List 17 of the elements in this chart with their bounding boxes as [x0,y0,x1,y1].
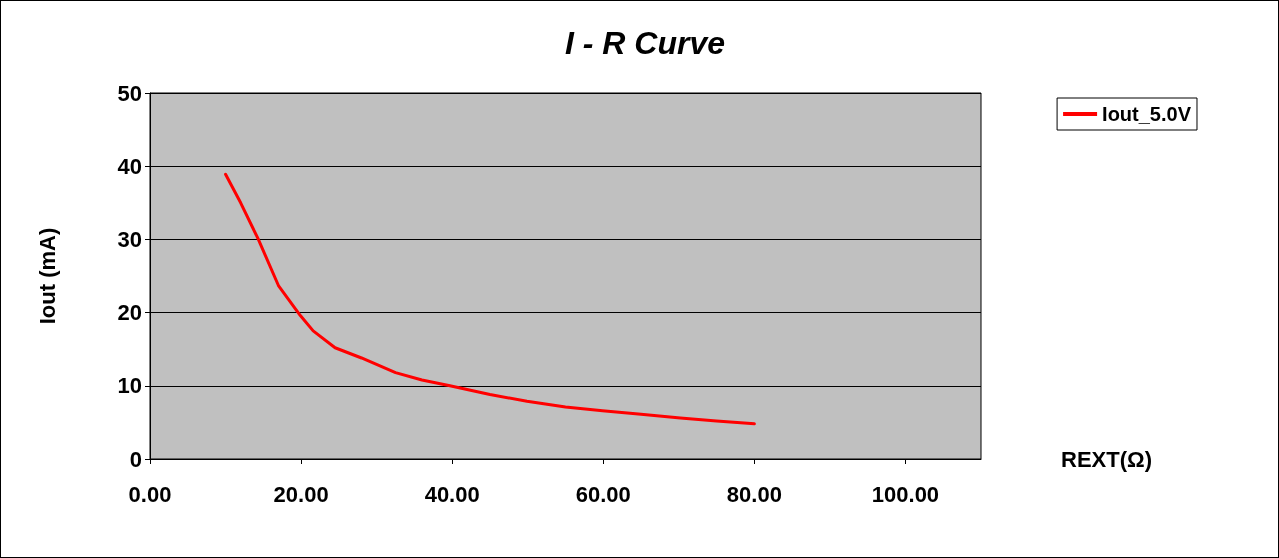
y-axis-title: Iout (mA) [34,227,60,325]
y-tick-label: 10 [117,373,142,399]
y-tick-label: 40 [117,153,142,179]
x-tick-label: 100.00 [871,481,940,507]
x-tick-label: 40.00 [424,481,480,507]
y-tick-label: 20 [117,300,142,326]
x-axis-title: REXT(Ω) [1061,446,1152,472]
line-series [224,172,756,426]
legend-label: Iout_5.0V [1102,103,1192,125]
y-tick-label: 50 [117,80,142,106]
x-tick-label: 80.00 [726,481,782,507]
x-tick-label: 60.00 [575,481,631,507]
x-tick-label: 20.00 [273,481,329,507]
x-tick-label: 0.00 [128,481,172,507]
chart-title: I - R Curve [564,25,726,61]
y-tick-label: 30 [117,226,142,252]
y-tick-label: 0 [129,446,142,472]
